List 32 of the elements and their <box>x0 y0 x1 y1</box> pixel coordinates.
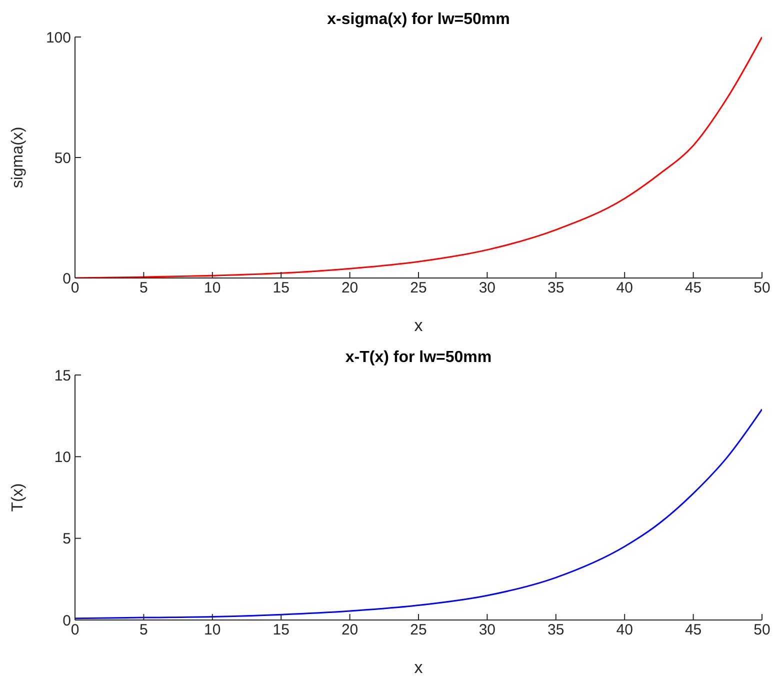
x-tick-label: 15 <box>272 280 290 297</box>
x-tick-label: 5 <box>140 280 148 297</box>
x-tick-label: 20 <box>341 622 358 639</box>
x-tick-label: 45 <box>684 280 702 297</box>
y-tick-label: 100 <box>46 29 71 46</box>
y-tick-label: 5 <box>62 530 71 548</box>
x-tick-label: 50 <box>754 622 770 639</box>
y-axis-title: sigma(x) <box>10 126 27 188</box>
x-tick-label: 25 <box>410 280 427 297</box>
x-tick-label: 35 <box>548 280 564 297</box>
x-tick-label: 45 <box>684 622 702 639</box>
x-tick-label: 50 <box>754 280 770 297</box>
x-tick-label: 15 <box>272 622 290 639</box>
x-axis-title: x <box>414 658 424 677</box>
line-series <box>75 37 762 278</box>
chart-title: x-T(x) for lw=50mm <box>344 349 493 367</box>
x-tick-label: 40 <box>616 280 633 297</box>
x-axis-title: x <box>414 316 424 335</box>
x-tick-label: 30 <box>478 622 496 639</box>
x-tick-label: 5 <box>140 622 148 639</box>
y-axis-title: T(x) <box>10 483 27 512</box>
chart-title: x-sigma(x) for lw=50mm <box>326 11 511 29</box>
y-tick-label: 15 <box>54 367 71 384</box>
x-tick-label: 10 <box>204 280 221 297</box>
x-tick-label: 20 <box>341 280 358 297</box>
x-tick-label: 35 <box>548 622 564 639</box>
y-tick-label: 50 <box>54 150 71 167</box>
x-tick-label: 30 <box>478 280 496 297</box>
y-tick-label: 10 <box>54 448 71 466</box>
x-tick-label: 25 <box>410 622 427 639</box>
x-tick-label: 10 <box>204 622 221 639</box>
x-tick-label: 40 <box>616 622 633 639</box>
